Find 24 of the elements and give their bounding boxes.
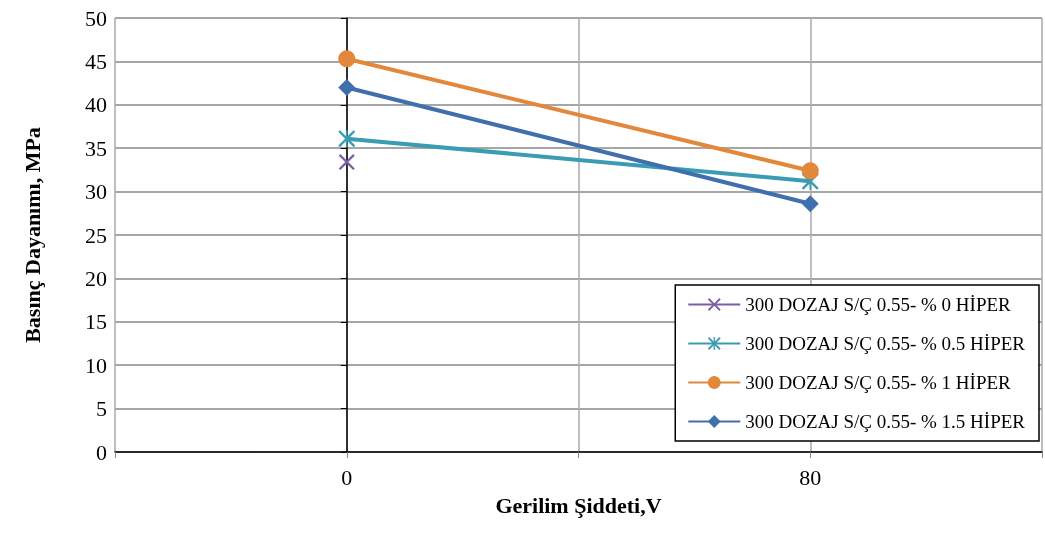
y-tick-label: 30 [85, 179, 107, 205]
legend-label: 300 DOZAJ S/Ç 0.55- % 0.5 HİPER [745, 333, 1026, 354]
legend-label: 300 DOZAJ S/Ç 0.55- % 1 HİPER [745, 372, 1012, 393]
x-tick-label: 80 [799, 464, 822, 490]
y-tick-label: 5 [96, 396, 107, 422]
point [338, 154, 355, 171]
y-tick-label: 40 [85, 92, 107, 118]
y-tick-label: 15 [85, 309, 107, 335]
point [338, 78, 356, 96]
point [338, 130, 356, 148]
y-axis-title: Basınç Dayanımı, MPa [19, 127, 45, 343]
y-tick-label: 20 [85, 265, 107, 291]
y-tick-label: 25 [85, 222, 107, 248]
point [801, 162, 819, 180]
point [801, 195, 819, 213]
y-tick-label: 0 [96, 439, 107, 465]
y-tick-label: 10 [85, 352, 107, 378]
y-tick-label: 45 [85, 48, 107, 74]
y-tick-label: 35 [85, 135, 107, 161]
legend-label: 300 DOZAJ S/Ç 0.55- % 1.5 HİPER [745, 411, 1026, 432]
legend-label: 300 DOZAJ S/Ç 0.55- % 0 HİPER [745, 294, 1012, 315]
y-tick-label: 50 [85, 5, 107, 31]
x-axis-title: Gerilim Şiddeti,V [495, 492, 662, 518]
point [338, 50, 356, 68]
